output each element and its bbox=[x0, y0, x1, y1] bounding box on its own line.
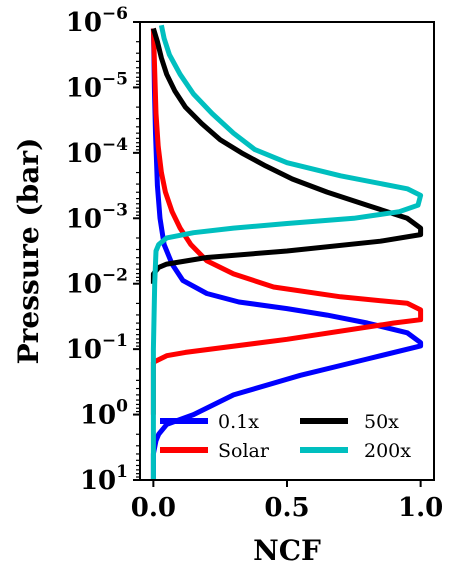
y-axis-title: Pressure (bar) bbox=[12, 138, 45, 365]
y-tick-label: 101 bbox=[80, 462, 128, 496]
x-tick-label: 0.5 bbox=[264, 493, 309, 523]
ticks: 0.0 0.5 1.0 10−6 10−5 10−4 10−3 10−2 10−1 100 101 bbox=[66, 4, 444, 523]
legend-label: 50x bbox=[364, 411, 399, 433]
y-tick-label: 100 bbox=[80, 397, 128, 431]
y-tick-label: 10−6 bbox=[66, 4, 128, 38]
x-tick-label: 1.0 bbox=[398, 493, 443, 523]
y-tick-label: 10−4 bbox=[66, 135, 128, 169]
series-line-3 bbox=[150, 24, 424, 480]
series-line-1 bbox=[150, 28, 424, 415]
y-tick-label: 10−1 bbox=[66, 331, 128, 365]
legend-label: 0.1x bbox=[218, 411, 259, 433]
legend-label: 200x bbox=[364, 440, 411, 462]
x-tick-label: 0.0 bbox=[131, 493, 176, 523]
y-tick-label: 10−2 bbox=[66, 266, 128, 300]
legend: 0.1x Solar 50x 200x bbox=[160, 411, 411, 462]
series-line-2 bbox=[150, 27, 424, 284]
y-tick-label: 10−5 bbox=[66, 69, 128, 103]
legend-label: Solar bbox=[218, 440, 270, 462]
series-layer bbox=[150, 24, 424, 480]
y-tick-label: 10−3 bbox=[66, 200, 128, 234]
x-axis-title: NCF bbox=[253, 534, 321, 567]
